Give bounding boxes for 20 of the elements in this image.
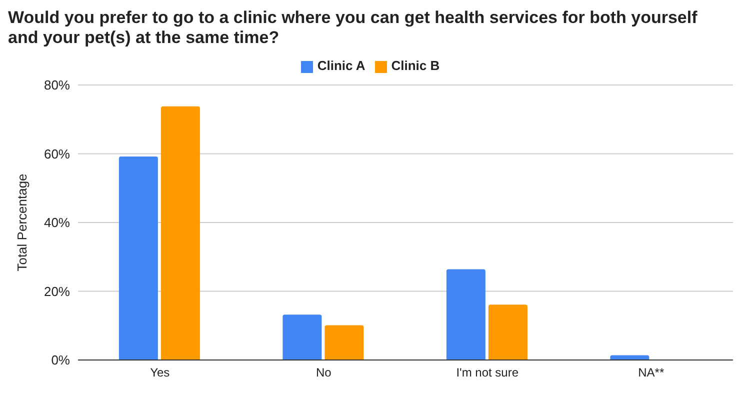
legend-label: Clinic A — [317, 58, 366, 73]
bar — [118, 156, 158, 360]
y-tick-label: 20% — [44, 284, 70, 299]
bar — [160, 106, 200, 360]
bar — [488, 304, 528, 360]
bar — [324, 325, 364, 360]
bar — [610, 355, 650, 360]
chart-title: Would you prefer to go to a clinic where you can get health services for both yourself and your pet(s) at the same time? — [8, 8, 698, 48]
bar — [282, 314, 322, 360]
x-tick-label: I'm not sure — [456, 366, 519, 380]
legend-label: Clinic B — [391, 58, 440, 73]
x-tick-label: Yes — [150, 366, 170, 380]
y-axis-title: Total Percentage — [14, 174, 30, 272]
bar — [446, 269, 486, 360]
x-tick-label: No — [316, 366, 332, 380]
x-tick-label: NA** — [638, 366, 664, 380]
y-tick-label: 40% — [44, 215, 70, 230]
y-tick-label: 0% — [51, 352, 70, 368]
y-tick-label: 80% — [44, 78, 70, 93]
y-tick-label: 60% — [44, 146, 70, 162]
